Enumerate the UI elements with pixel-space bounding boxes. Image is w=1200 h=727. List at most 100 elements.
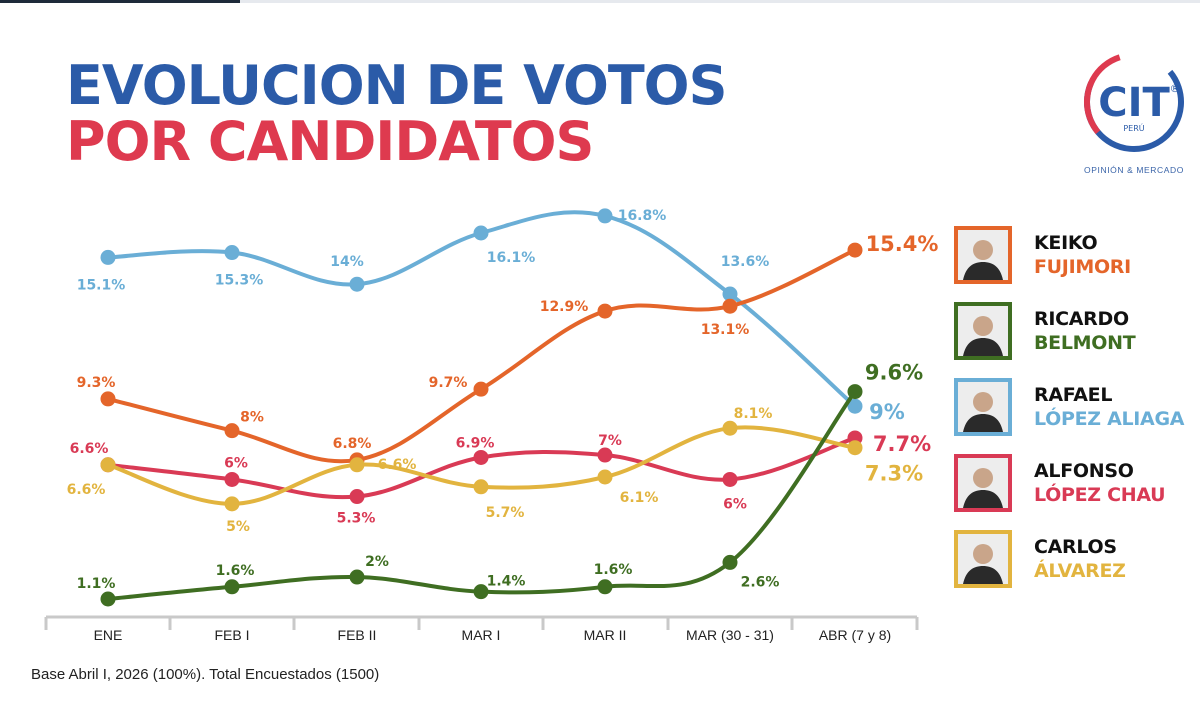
data-label-alfonso-lopez-chau: 6.6%	[70, 441, 109, 457]
x-tick-label: MAR II	[584, 627, 627, 643]
x-tick-label: FEB I	[214, 627, 249, 643]
data-label-carlos-alvarez: 6.6%	[378, 457, 417, 473]
logo-registered: ®	[1170, 82, 1181, 95]
footnote: Base Abril I, 2026 (100%). Total Encuest…	[31, 666, 380, 683]
chart-title-line2: POR CANDIDATOS	[66, 110, 594, 173]
data-label-keiko-fujimori: 9.7%	[429, 375, 468, 391]
data-point-rafael-lopez-aliaga	[473, 225, 489, 241]
data-point-carlos-alvarez	[224, 496, 240, 512]
data-label-ricardo-belmont: 1.1%	[77, 576, 116, 592]
data-point-ricardo-belmont	[349, 569, 365, 585]
data-label-keiko-fujimori: 12.9%	[540, 299, 589, 315]
legend-item: ALFONSO LÓPEZ CHAU	[954, 454, 1200, 518]
data-point-rafael-lopez-aliaga	[597, 208, 613, 224]
data-label-rafael-lopez-aliaga: 15.1%	[77, 277, 126, 293]
candidate-photo	[954, 378, 1012, 436]
chart-title-line1: EVOLUCION DE VOTOS	[66, 54, 727, 117]
legend-last-name: ÁLVAREZ	[1034, 560, 1126, 582]
data-label-ricardo-belmont: 1.6%	[216, 563, 255, 579]
legend-last-name: LÓPEZ CHAU	[1034, 484, 1166, 506]
candidate-photo	[954, 302, 1012, 360]
data-point-keiko-fujimori	[597, 303, 613, 319]
x-tick-label: FEB II	[338, 627, 377, 643]
x-tick-label: ENE	[94, 627, 123, 643]
cit-logo: CIT ® PERÚ OPINIÓN & MERCADO	[1074, 50, 1194, 182]
top-rule-accent	[0, 0, 240, 3]
data-label-alfonso-lopez-chau: 7%	[598, 433, 622, 449]
legend-first-name: ALFONSO	[1034, 460, 1134, 482]
data-label-ricardo-belmont: 2.6%	[741, 574, 780, 590]
data-label-carlos-alvarez: 7.3%	[865, 462, 923, 486]
logo-tagline: OPINIÓN & MERCADO	[1084, 165, 1184, 175]
data-label-rafael-lopez-aliaga: 14%	[330, 254, 364, 270]
candidate-photo	[954, 530, 1012, 588]
legend-last-name: LÓPEZ ALIAGA	[1034, 408, 1185, 430]
data-point-alfonso-lopez-chau	[473, 449, 489, 465]
x-tick-label: ABR (7 y 8)	[819, 627, 891, 643]
legend-first-name: CARLOS	[1034, 536, 1117, 558]
data-label-rafael-lopez-aliaga: 16.8%	[618, 208, 667, 224]
logo-text: CIT	[1098, 80, 1170, 126]
data-label-keiko-fujimori: 9.3%	[77, 375, 116, 391]
data-label-ricardo-belmont: 2%	[365, 554, 389, 570]
legend-first-name: RICARDO	[1034, 308, 1129, 330]
data-label-alfonso-lopez-chau: 5.3%	[337, 511, 376, 527]
legend-item: RICARDO BELMONT	[954, 302, 1200, 366]
data-point-carlos-alvarez	[847, 440, 863, 456]
data-label-alfonso-lopez-chau: 6.9%	[456, 435, 495, 451]
data-label-keiko-fujimori: 6.8%	[333, 436, 372, 452]
legend-item: KEIKO FUJIMORI	[954, 226, 1200, 290]
data-point-rafael-lopez-aliaga	[847, 398, 863, 414]
data-point-alfonso-lopez-chau	[349, 489, 365, 505]
data-point-alfonso-lopez-chau	[224, 471, 240, 487]
data-point-carlos-alvarez	[349, 457, 365, 473]
data-label-rafael-lopez-aliaga: 9%	[869, 400, 905, 424]
data-label-ricardo-belmont: 1.6%	[594, 562, 633, 578]
data-point-alfonso-lopez-chau	[597, 447, 613, 463]
legend-last-name: BELMONT	[1034, 332, 1136, 354]
data-label-keiko-fujimori: 13.1%	[701, 322, 750, 338]
data-label-carlos-alvarez: 6.1%	[620, 490, 659, 506]
x-tick-label: MAR (30 - 31)	[686, 627, 774, 643]
data-point-ricardo-belmont	[473, 584, 489, 600]
data-label-alfonso-lopez-chau: 6%	[723, 496, 747, 512]
data-point-rafael-lopez-aliaga	[224, 245, 240, 261]
candidate-photo	[954, 226, 1012, 284]
legend-item: CARLOS ÁLVAREZ	[954, 530, 1200, 594]
data-point-carlos-alvarez	[100, 457, 116, 473]
data-label-alfonso-lopez-chau: 7.7%	[873, 432, 931, 456]
data-label-rafael-lopez-aliaga: 15.3%	[215, 273, 264, 289]
x-tick-label: MAR I	[462, 627, 501, 643]
legend-last-name: FUJIMORI	[1034, 256, 1131, 278]
data-point-rafael-lopez-aliaga	[349, 276, 365, 292]
candidate-photo	[954, 454, 1012, 512]
data-point-carlos-alvarez	[473, 479, 489, 495]
data-point-carlos-alvarez	[722, 420, 738, 436]
data-point-keiko-fujimori	[100, 391, 116, 407]
data-label-alfonso-lopez-chau: 6%	[224, 455, 248, 471]
data-point-alfonso-lopez-chau	[722, 471, 738, 487]
data-point-ricardo-belmont	[597, 579, 613, 595]
legend-item: RAFAEL LÓPEZ ALIAGA	[954, 378, 1200, 442]
data-point-ricardo-belmont	[722, 554, 738, 570]
data-label-ricardo-belmont: 1.4%	[487, 574, 526, 590]
data-label-carlos-alvarez: 6.6%	[67, 482, 106, 498]
data-label-keiko-fujimori: 8%	[240, 410, 264, 426]
legend-first-name: KEIKO	[1034, 232, 1098, 254]
data-label-keiko-fujimori: 15.4%	[866, 232, 939, 256]
data-label-carlos-alvarez: 5.7%	[486, 505, 525, 521]
series-line-rafael-lopez-aliaga	[106, 210, 857, 409]
data-point-keiko-fujimori	[224, 423, 240, 439]
data-label-carlos-alvarez: 8.1%	[734, 406, 773, 422]
data-point-carlos-alvarez	[597, 469, 613, 485]
top-rule	[0, 0, 1200, 3]
data-point-keiko-fujimori	[847, 242, 863, 258]
logo-sub: PERÚ	[1123, 122, 1144, 133]
data-label-carlos-alvarez: 5%	[226, 519, 250, 535]
data-point-rafael-lopez-aliaga	[722, 286, 738, 302]
cit-logo-mark: CIT ® PERÚ	[1084, 52, 1184, 152]
data-point-ricardo-belmont	[847, 384, 863, 400]
data-label-ricardo-belmont: 9.6%	[865, 361, 923, 385]
data-point-keiko-fujimori	[722, 298, 738, 314]
data-point-rafael-lopez-aliaga	[100, 249, 116, 265]
